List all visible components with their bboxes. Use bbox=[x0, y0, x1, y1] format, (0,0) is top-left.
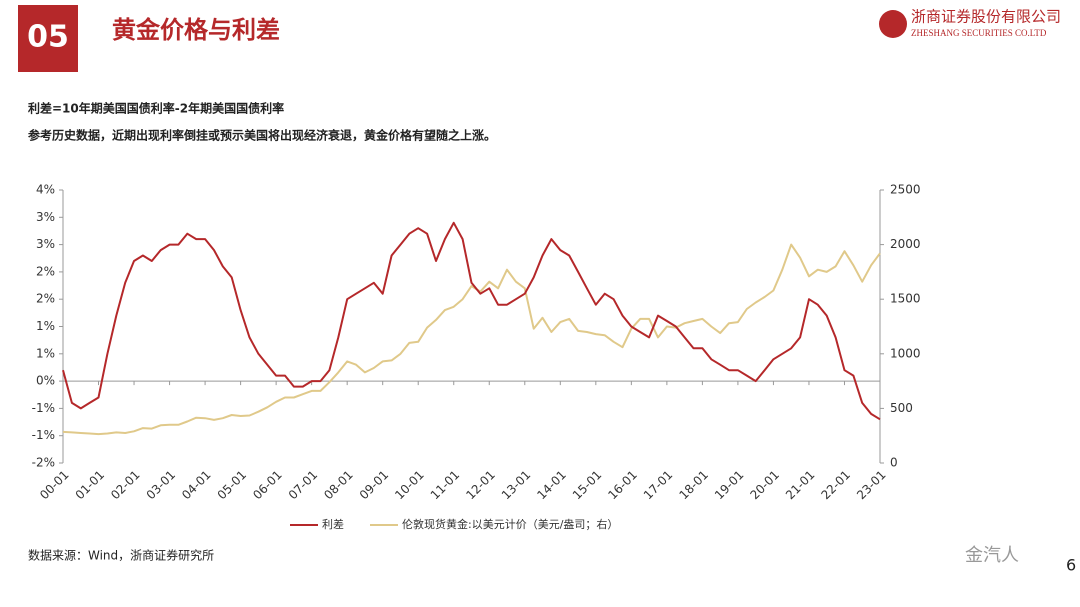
y2-tick-label: 1500 bbox=[890, 292, 921, 306]
x-tick-label: 12-01 bbox=[463, 468, 498, 503]
x-tick-label: 08-01 bbox=[321, 468, 356, 503]
series-line bbox=[62, 243, 881, 436]
y-tick-label: 2% bbox=[36, 264, 55, 278]
x-tick-label: 21-01 bbox=[783, 468, 818, 503]
x-tick-label: 18-01 bbox=[676, 468, 711, 503]
x-tick-label: 06-01 bbox=[250, 468, 285, 503]
watermark: 金汽人 bbox=[965, 545, 1019, 566]
y2-tick-label: 500 bbox=[890, 401, 913, 415]
chart: -2% -1% -1% 0% 1% 1% 2% 2% 3% 3% 4% 0 500 1000 1500 200… bbox=[32, 183, 921, 532]
x-tick-label: 05-01 bbox=[215, 468, 250, 503]
logo-icon bbox=[879, 10, 907, 38]
y-tick-label: 1% bbox=[36, 319, 55, 333]
y2-tick-label: 2500 bbox=[890, 183, 921, 197]
note: 参考历史数据，近期出现利率倒挂或预示美国将出现经济衰退，黄金价格有望随之上涨。 bbox=[28, 128, 496, 143]
x-tick-label: 11-01 bbox=[428, 468, 463, 503]
x-tick-label: 14-01 bbox=[534, 468, 569, 503]
section-badge bbox=[18, 5, 78, 72]
x-tick-label: 01-01 bbox=[73, 468, 108, 503]
x-tick-label: 07-01 bbox=[286, 468, 321, 503]
y2-tick-label: 0 bbox=[890, 456, 898, 470]
company-name-en: ZHESHANG SECURITIES CO.LTD bbox=[911, 28, 1047, 38]
x-tick-label: 22-01 bbox=[819, 468, 854, 503]
x-tick-label: 16-01 bbox=[605, 468, 640, 503]
series-line bbox=[62, 221, 881, 421]
x-tick-label: 03-01 bbox=[144, 468, 179, 503]
section-number: 05 bbox=[27, 20, 69, 55]
y-tick-label: 1% bbox=[36, 346, 55, 360]
legend-label: 伦敦现货黄金:以美元计价（美元/盎司；右） bbox=[402, 517, 618, 531]
x-tick-label: 19-01 bbox=[712, 468, 747, 503]
y-tick-label: -2% bbox=[32, 456, 55, 470]
source: 数据来源：Wind，浙商证券研究所 bbox=[28, 548, 214, 563]
y-tick-label: 4% bbox=[36, 183, 55, 197]
x-tick-label: 20-01 bbox=[747, 468, 782, 503]
x-tick-label: 13-01 bbox=[499, 468, 534, 503]
y-tick-label: 2% bbox=[36, 292, 55, 306]
x-tick-label: 02-01 bbox=[108, 468, 143, 503]
x-tick-label: 00-01 bbox=[37, 468, 72, 503]
y2-tick-label: 1000 bbox=[890, 346, 921, 360]
x-tick-label: 17-01 bbox=[641, 468, 676, 503]
y-tick-label: 3% bbox=[36, 237, 55, 251]
y-tick-label: 0% bbox=[36, 374, 55, 388]
company-name: 浙商证券股份有限公司 bbox=[911, 8, 1061, 26]
y-tick-label: 3% bbox=[36, 210, 55, 224]
note: 利差=10年期美国国债利率-2年期美国国债利率 bbox=[28, 101, 284, 116]
x-tick-label: 09-01 bbox=[357, 468, 392, 503]
y2-tick-label: 2000 bbox=[890, 237, 921, 251]
x-tick-label: 15-01 bbox=[570, 468, 605, 503]
x-tick-label: 23-01 bbox=[854, 468, 889, 503]
page-number: 6 bbox=[1066, 556, 1076, 575]
y-tick-label: -1% bbox=[32, 401, 55, 415]
x-tick-label: 10-01 bbox=[392, 468, 427, 503]
slide-title: 黄金价格与利差 bbox=[112, 16, 280, 44]
legend-label: 利差 bbox=[322, 517, 344, 531]
x-tick-label: 04-01 bbox=[179, 468, 214, 503]
y-tick-label: -1% bbox=[32, 428, 55, 442]
